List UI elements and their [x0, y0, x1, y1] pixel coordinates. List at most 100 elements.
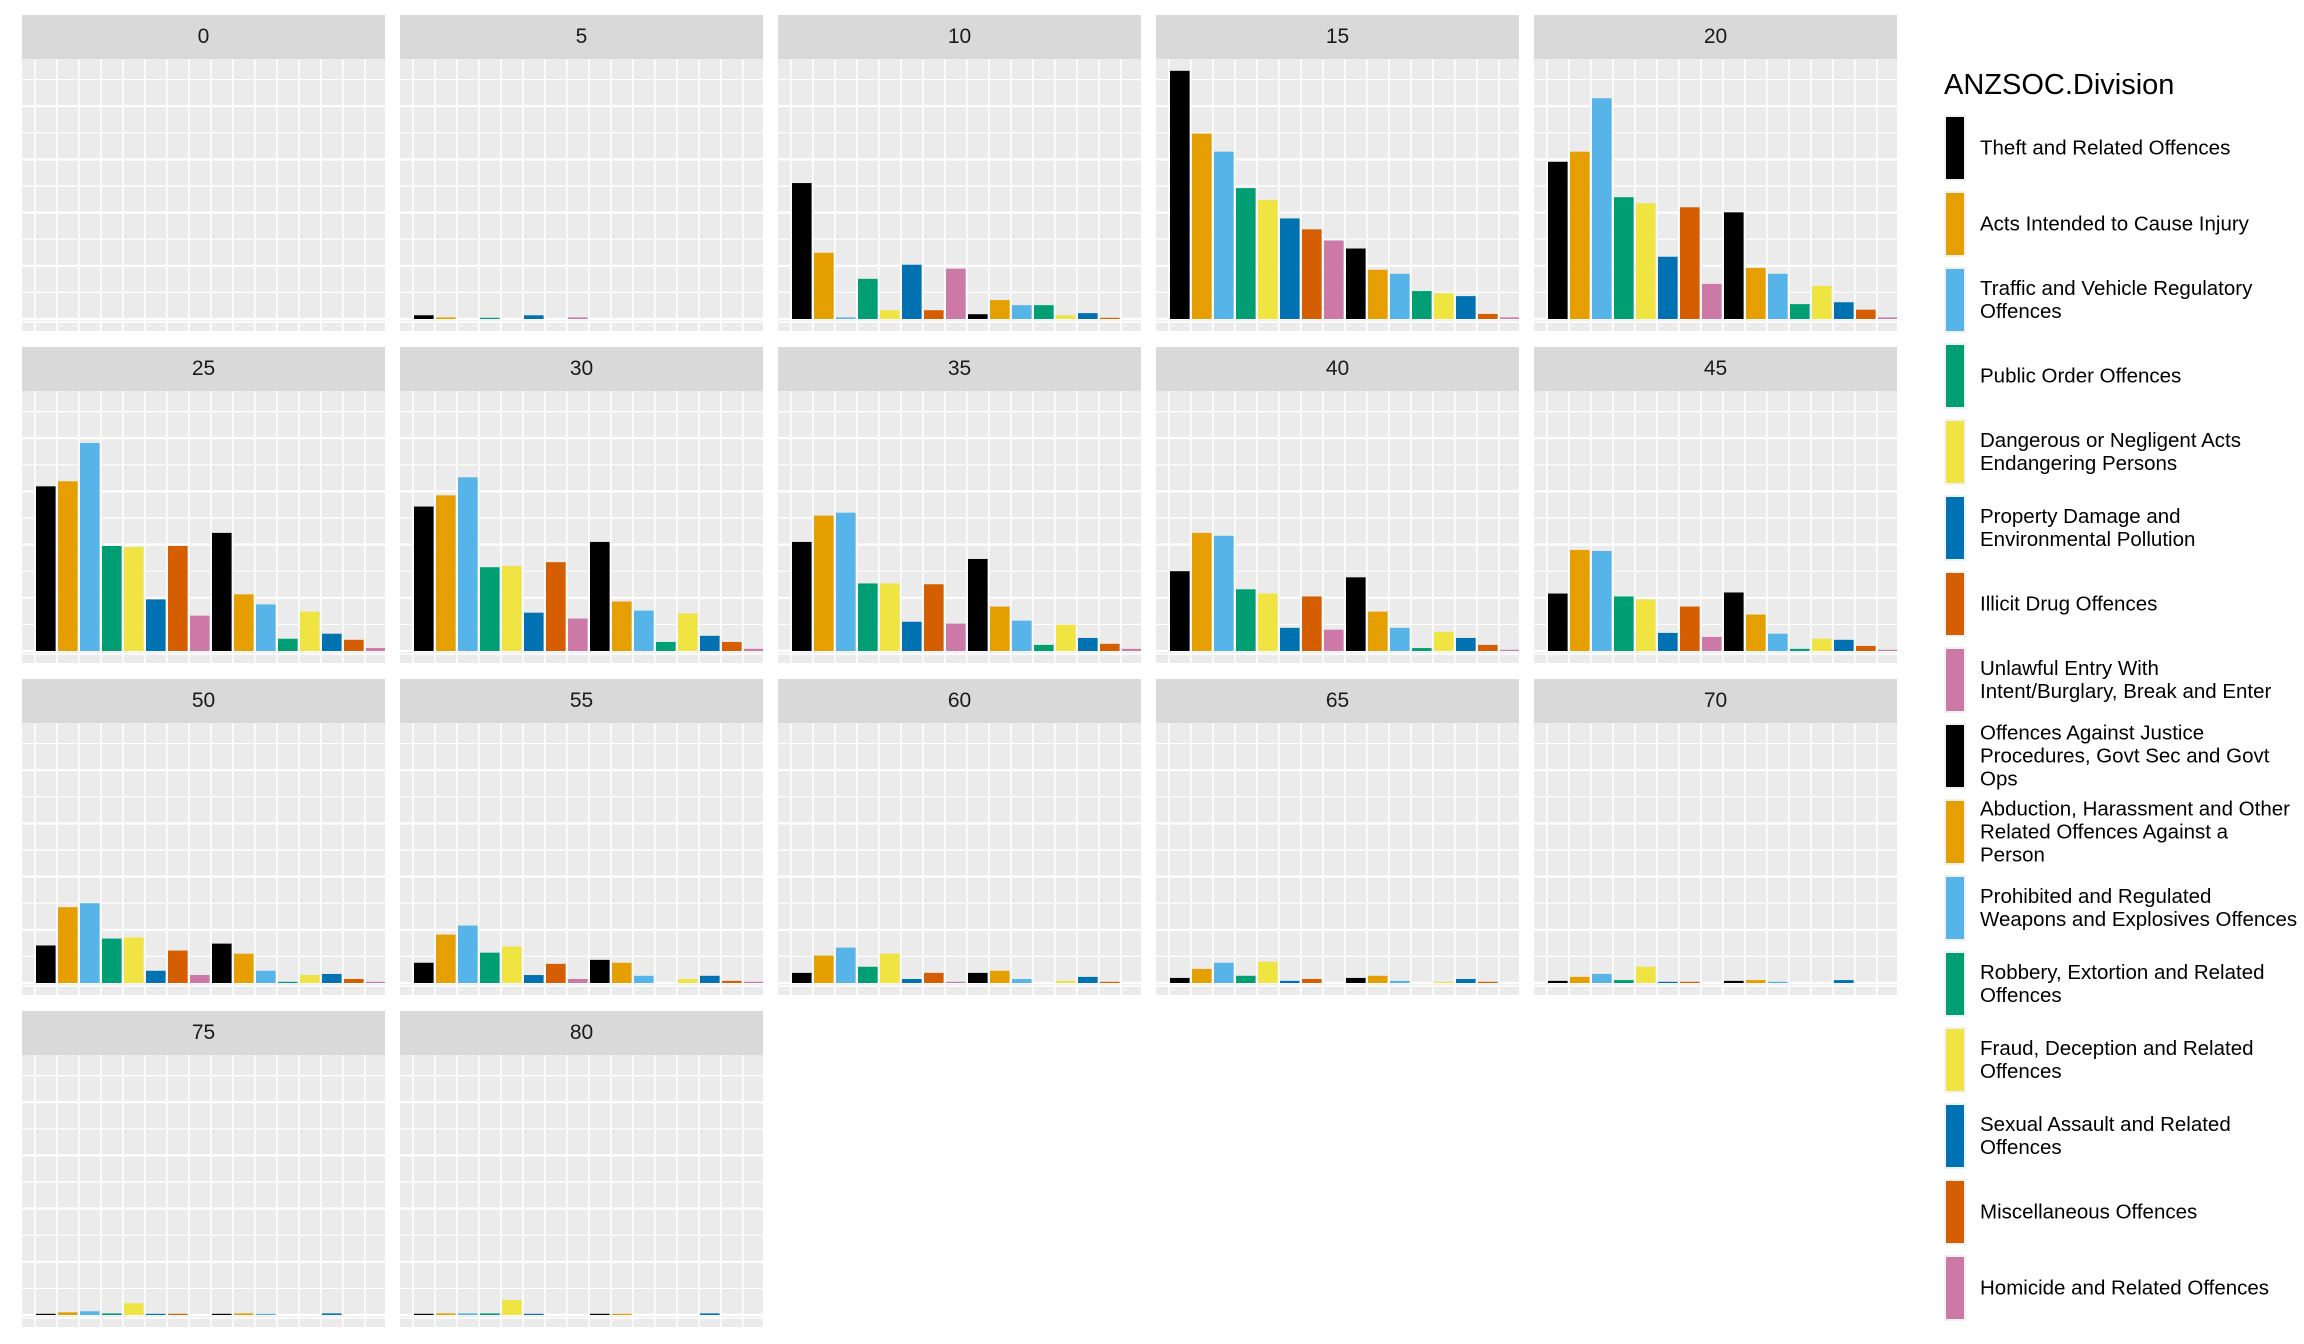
- legend-label: Fraud, Deception and Related Offences: [1980, 1037, 2254, 1083]
- plot-area: [1534, 723, 1897, 995]
- bar: [1236, 589, 1256, 651]
- bar: [212, 532, 232, 651]
- bar: [880, 953, 900, 983]
- bar: [480, 317, 500, 319]
- plot-area: [778, 723, 1141, 995]
- plot-panel: [22, 391, 385, 663]
- facet-panel: 5: [400, 15, 763, 331]
- bar: [1078, 976, 1098, 983]
- bar: [946, 981, 966, 983]
- bar: [278, 981, 298, 983]
- bar: [1834, 980, 1854, 983]
- legend-color-swatch: [1944, 723, 1966, 789]
- facet-panel: 70: [1534, 679, 1897, 995]
- bar: [300, 611, 320, 651]
- bar: [80, 903, 100, 983]
- legend-color-swatch: [1944, 1103, 1966, 1169]
- bar: [212, 1313, 232, 1315]
- bar: [612, 601, 632, 651]
- bar: [1368, 269, 1388, 319]
- bar: [836, 947, 856, 983]
- facet-panel: 0: [22, 15, 385, 331]
- bar: [502, 946, 522, 983]
- bar: [1434, 293, 1454, 319]
- bar: [1724, 980, 1744, 983]
- legend-label: Unlawful Entry With Intent/Burglary, Bre…: [1980, 657, 2272, 703]
- bar: [1680, 207, 1700, 319]
- plot-area: [1534, 59, 1897, 331]
- plot-panel: [22, 1055, 385, 1327]
- facet-panel: 35: [778, 347, 1141, 663]
- bar: [190, 975, 210, 983]
- bar: [902, 979, 922, 983]
- bar: [1592, 550, 1612, 651]
- bar: [722, 641, 742, 651]
- facet-panel: 30: [400, 347, 763, 663]
- facet-strip-label: 25: [22, 347, 385, 391]
- plot-panel: [400, 59, 763, 331]
- bar: [80, 442, 100, 651]
- bar: [1122, 648, 1141, 651]
- plot-panel: [400, 391, 763, 663]
- plot-area: [22, 723, 385, 995]
- bar: [1548, 980, 1568, 983]
- bar: [700, 975, 720, 983]
- bar: [836, 317, 856, 319]
- legend-swatch-fill: [1946, 1029, 1964, 1091]
- bar: [612, 1313, 632, 1315]
- plot-area: [778, 391, 1141, 663]
- bar: [902, 621, 922, 651]
- bar: [414, 315, 434, 319]
- bar: [1192, 133, 1212, 319]
- bar: [1834, 639, 1854, 651]
- facet-strip-label: 10: [778, 15, 1141, 59]
- legend-color-swatch: [1944, 647, 1966, 713]
- bar: [1214, 535, 1234, 651]
- bar: [300, 975, 320, 983]
- bar: [1214, 151, 1234, 319]
- bar: [1768, 981, 1788, 983]
- legend-item: Theft and Related Offences: [1944, 115, 2294, 181]
- bar: [1192, 968, 1212, 983]
- legend-label: Traffic and Vehicle Regulatory Offences: [1980, 277, 2253, 323]
- bar: [1702, 636, 1722, 651]
- plot-area: [1534, 391, 1897, 663]
- legend-color-swatch: [1944, 875, 1966, 941]
- bar: [1570, 549, 1590, 651]
- bar: [1012, 979, 1032, 983]
- plot-area: [400, 1055, 763, 1327]
- bar: [1258, 200, 1278, 319]
- bar: [1746, 614, 1766, 651]
- legend-swatch-fill: [1946, 953, 1964, 1015]
- plot-panel: [1156, 59, 1519, 331]
- legend-swatch-fill: [1946, 497, 1964, 559]
- bar: [1768, 633, 1788, 651]
- bar: [1056, 980, 1076, 983]
- bar: [946, 268, 966, 319]
- legend-item: Public Order Offences: [1944, 343, 2294, 409]
- legend-label: Miscellaneous Offences: [1980, 1200, 2198, 1224]
- bar: [458, 477, 478, 651]
- bar: [968, 314, 988, 319]
- plot-panel: [778, 59, 1141, 331]
- plot-panel: [1156, 391, 1519, 663]
- bar: [1236, 975, 1256, 983]
- bar: [858, 278, 878, 319]
- bar: [1346, 248, 1366, 319]
- bar: [1790, 304, 1810, 319]
- bar: [146, 970, 166, 983]
- facet-panel: 40: [1156, 347, 1519, 663]
- bar: [1812, 286, 1832, 319]
- bar: [990, 606, 1010, 651]
- bar: [612, 962, 632, 983]
- bar: [190, 615, 210, 651]
- plot-area: [778, 59, 1141, 331]
- bar: [590, 959, 610, 983]
- legend-label: Homicide and Related Offences: [1980, 1276, 2270, 1300]
- bar: [1658, 632, 1678, 651]
- legend-swatch-fill: [1946, 269, 1964, 331]
- bar: [1100, 643, 1120, 651]
- bar: [1390, 627, 1410, 651]
- facet-strip-label: 65: [1156, 679, 1519, 723]
- bar: [924, 972, 944, 983]
